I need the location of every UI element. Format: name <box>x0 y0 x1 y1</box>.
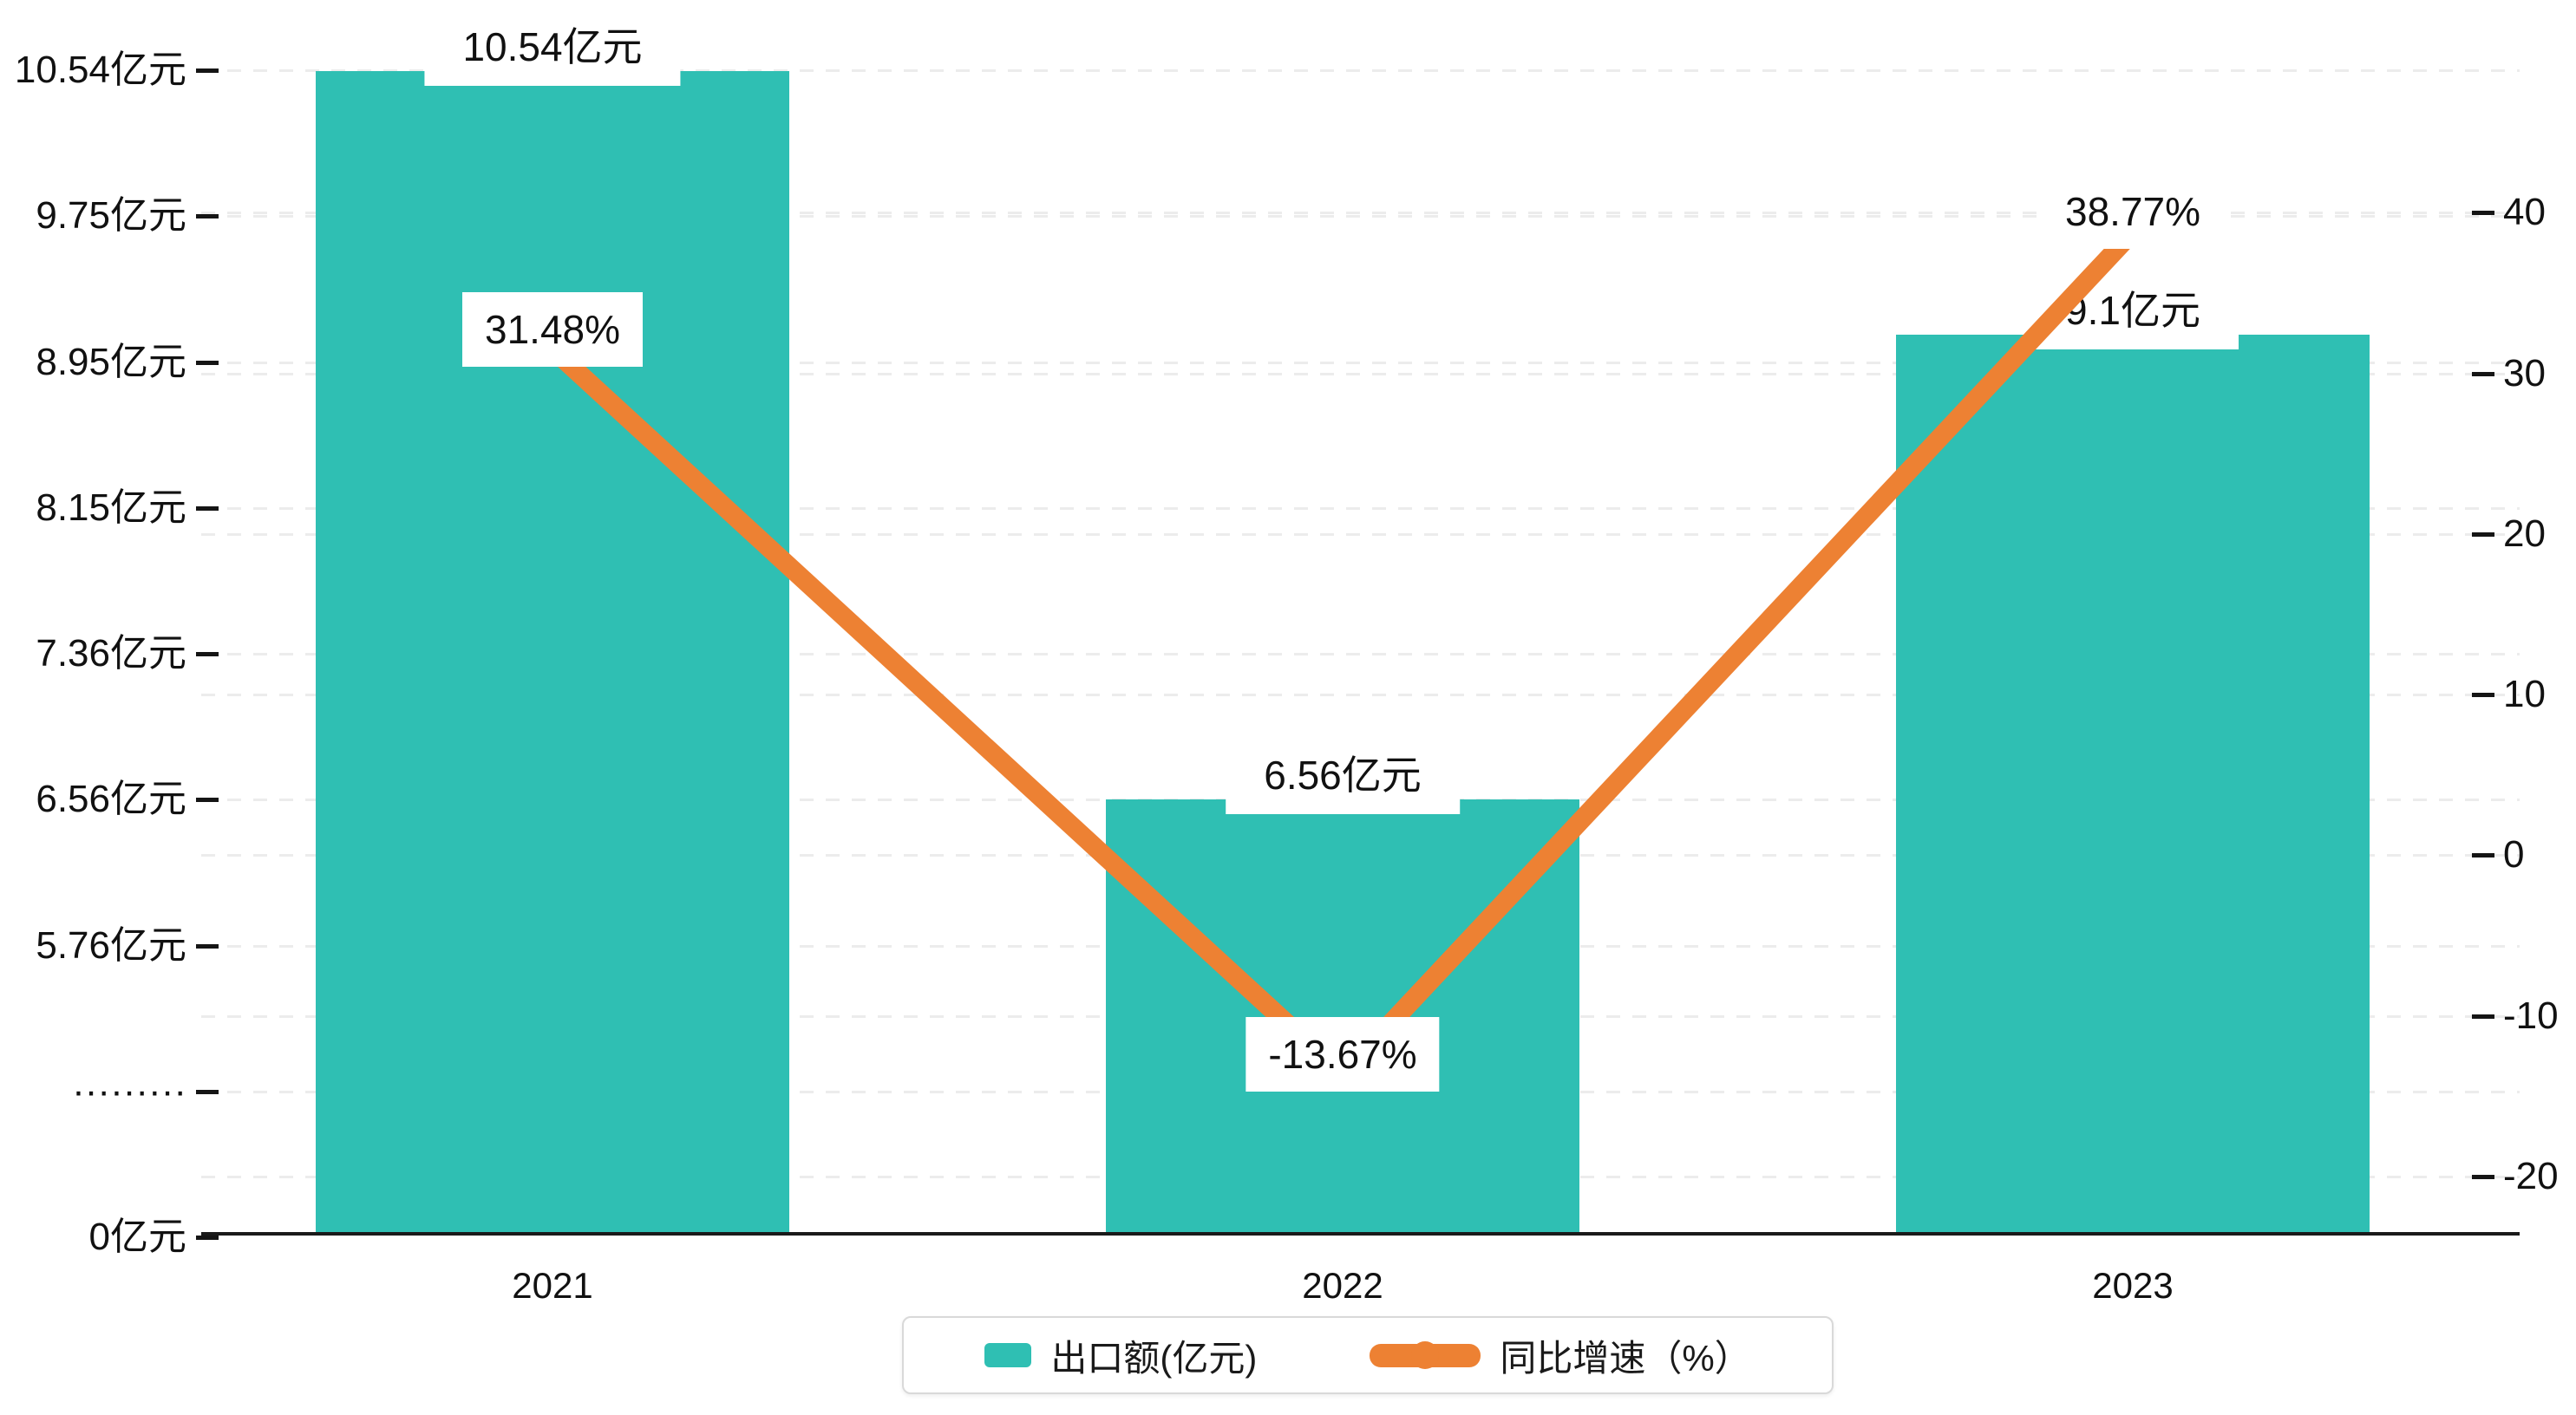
y2-axis-tick <box>2472 1175 2494 1179</box>
y-axis-label: 9.75亿元 <box>36 194 186 238</box>
y2-axis-label: 0 <box>2503 833 2525 877</box>
y2-axis-label: 30 <box>2503 351 2546 395</box>
y-axis-tick <box>196 652 219 656</box>
gridline-left-axis <box>201 361 2520 364</box>
y-axis-label: 10.54亿元 <box>14 49 186 91</box>
gridline-left-axis <box>201 69 2520 72</box>
y2-axis-label: -20 <box>2503 1155 2559 1197</box>
bar-value-label-2021: 10.54亿元 <box>424 7 681 86</box>
y-axis-label: 7.36亿元 <box>36 632 186 675</box>
y2-axis-tick <box>2472 211 2494 216</box>
y-axis-tick <box>196 1089 219 1094</box>
export-amount-bar-2023[interactable] <box>1896 334 2370 1234</box>
gridline-right-axis <box>201 694 2520 697</box>
x-axis-label-2023: 2023 <box>2092 1265 2174 1306</box>
growth-rate-label-2021: 31.48% <box>461 291 644 367</box>
growth-rate-label-2022: -13.67% <box>1246 1017 1440 1092</box>
y-axis-label: ········· <box>72 1069 186 1112</box>
y-axis-label: 6.56亿元 <box>36 778 186 821</box>
y-axis-label: 8.95亿元 <box>36 340 186 383</box>
y2-axis-tick <box>2472 531 2494 537</box>
growth-rate-label-2023: 38.77% <box>2042 174 2224 250</box>
y-axis-tick <box>196 798 219 803</box>
gridline-right-axis <box>201 372 2520 375</box>
legend-label-export-amount: 出口额(亿元) <box>1050 1337 1258 1379</box>
y-axis-tick <box>196 214 219 219</box>
y-axis-tick <box>196 1236 219 1240</box>
y2-axis-label: -10 <box>2503 994 2559 1037</box>
legend-item-export-amount[interactable]: 出口额(亿元) <box>984 1329 1257 1382</box>
line-dot-icon <box>1370 1341 1481 1369</box>
y-axis-label: 0亿元 <box>88 1216 186 1258</box>
export-amount-bar-2021[interactable] <box>316 70 789 1234</box>
y-axis-tick <box>196 68 219 73</box>
y2-axis-tick <box>2472 853 2494 858</box>
y-axis-tick <box>196 360 219 365</box>
y-axis-tick <box>196 505 219 511</box>
y2-axis-tick <box>2472 693 2494 698</box>
x-axis-label-2022: 2022 <box>1302 1265 1383 1306</box>
y-axis-tick <box>196 943 219 949</box>
x-axis-label-2021: 2021 <box>512 1265 593 1306</box>
export-amount-bar-2022[interactable] <box>1106 799 1579 1234</box>
gridline-left-axis <box>201 215 2520 218</box>
bar-value-label-2022: 6.56亿元 <box>1226 736 1460 815</box>
y-axis-label: 8.15亿元 <box>36 486 186 529</box>
legend-label-growth-rate: 同比增速（%） <box>1500 1337 1751 1379</box>
y2-axis-tick <box>2472 1014 2494 1019</box>
x-axis-line <box>201 1232 2520 1236</box>
growth-rate-line[interactable] <box>546 225 2141 1088</box>
bar-swatch-icon <box>984 1343 1032 1367</box>
y2-axis-tick <box>2472 371 2494 376</box>
y-axis-label: 5.76亿元 <box>36 923 186 967</box>
gridline-right-axis <box>201 212 2520 215</box>
gridline-left-axis <box>201 506 2520 510</box>
legend-item-growth-rate[interactable]: 同比增速（%） <box>1370 1329 1751 1382</box>
y2-axis-label: 40 <box>2503 191 2546 234</box>
y2-axis-label: 10 <box>2503 673 2546 716</box>
y2-axis-label: 20 <box>2503 512 2546 555</box>
gridline-left-axis <box>201 653 2520 655</box>
gridline-right-axis <box>201 532 2520 536</box>
legend: 出口额(亿元) 同比增速（%） <box>902 1316 1834 1394</box>
line-marker-dot-icon <box>1411 1341 1440 1369</box>
